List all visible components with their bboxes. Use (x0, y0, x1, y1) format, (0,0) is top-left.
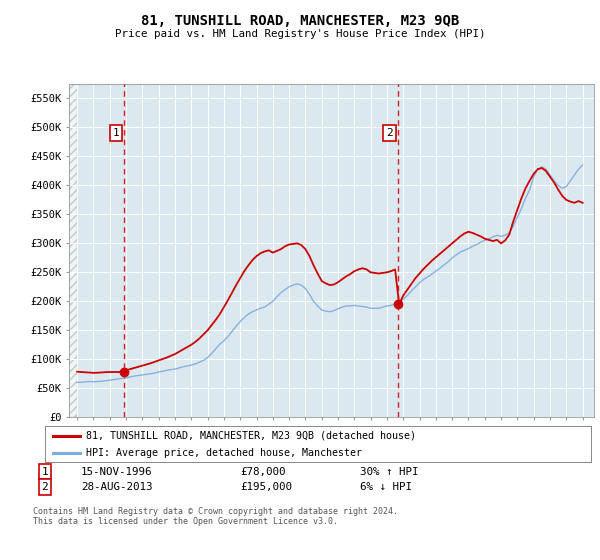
Text: 30% ↑ HPI: 30% ↑ HPI (360, 466, 419, 477)
Text: HPI: Average price, detached house, Manchester: HPI: Average price, detached house, Manc… (86, 448, 362, 458)
Text: 81, TUNSHILL ROAD, MANCHESTER, M23 9QB (detached house): 81, TUNSHILL ROAD, MANCHESTER, M23 9QB (… (86, 431, 416, 441)
Text: 1: 1 (41, 466, 49, 477)
Text: 6% ↓ HPI: 6% ↓ HPI (360, 482, 412, 492)
Text: £78,000: £78,000 (240, 466, 286, 477)
Text: £195,000: £195,000 (240, 482, 292, 492)
Text: 1: 1 (113, 128, 119, 138)
Text: Contains HM Land Registry data © Crown copyright and database right 2024.
This d: Contains HM Land Registry data © Crown c… (33, 507, 398, 526)
Text: 28-AUG-2013: 28-AUG-2013 (81, 482, 152, 492)
Text: Price paid vs. HM Land Registry's House Price Index (HPI): Price paid vs. HM Land Registry's House … (115, 29, 485, 39)
Text: 15-NOV-1996: 15-NOV-1996 (81, 466, 152, 477)
Text: 2: 2 (386, 128, 393, 138)
Text: 2: 2 (41, 482, 49, 492)
Text: 81, TUNSHILL ROAD, MANCHESTER, M23 9QB: 81, TUNSHILL ROAD, MANCHESTER, M23 9QB (141, 14, 459, 28)
